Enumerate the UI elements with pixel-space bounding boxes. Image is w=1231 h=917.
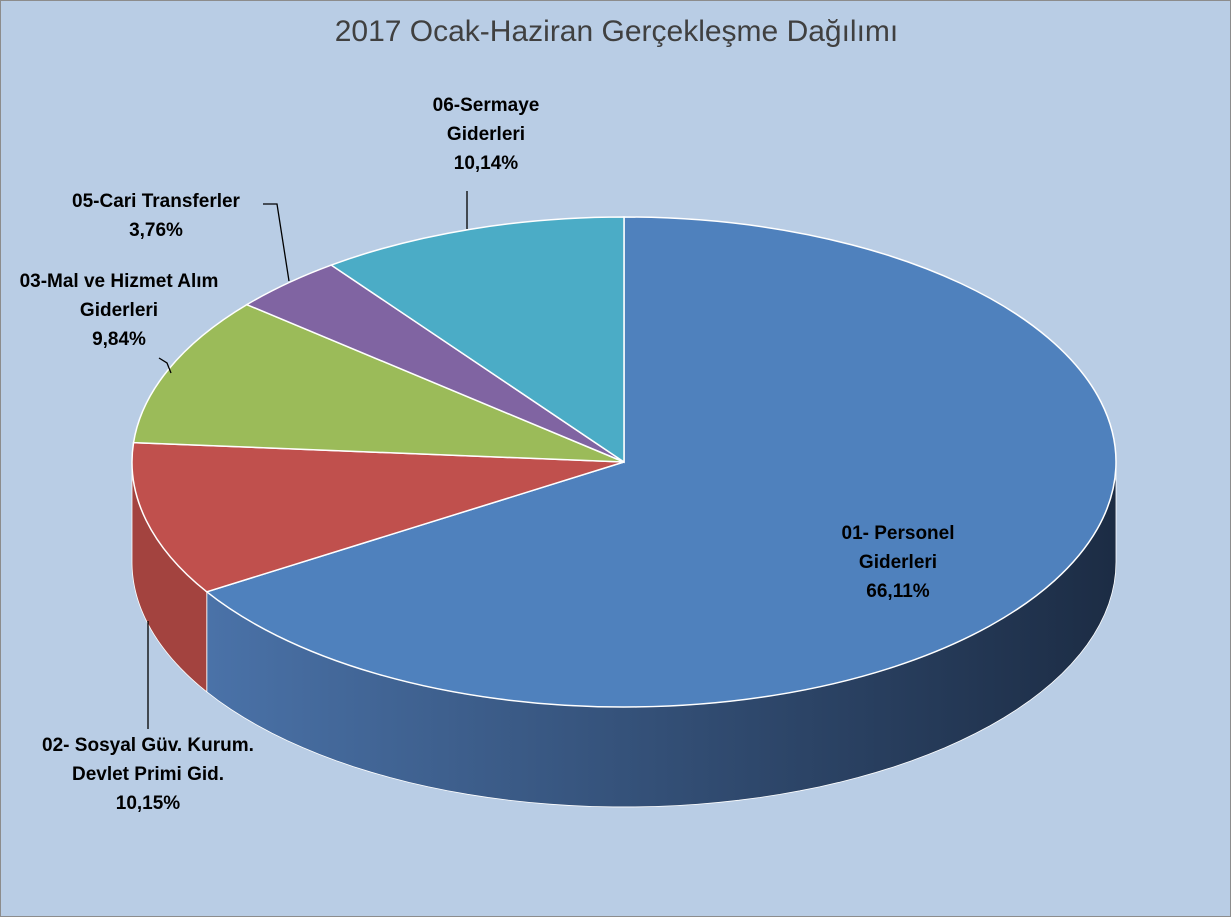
data-label: 06-Sermaye Giderleri 10,14%	[401, 91, 571, 178]
leader-line	[158, 357, 172, 374]
slice	[132, 303, 625, 463]
category-label: 06-Sermaye Giderleri	[432, 95, 540, 145]
category-label: 03-Mal ve Hizmet Alım Giderleri	[19, 271, 219, 321]
value-label: 3,76%	[129, 220, 183, 241]
value-label: 9,84%	[92, 329, 146, 350]
slice	[329, 216, 625, 464]
category-label: 02- Sosyal Güv. Kurum. Devlet Primi Gid.	[42, 735, 254, 785]
data-label: 02- Sosyal Güv. Kurum. Devlet Primi Gid.…	[18, 731, 278, 818]
data-label: 01- Personel Giderleri 66,11%	[818, 519, 978, 606]
category-label: 01- Personel Giderleri	[841, 523, 955, 573]
slice	[205, 216, 1117, 708]
value-label: 10,14%	[453, 153, 519, 174]
data-label: 05-Cari Transferler 3,76%	[41, 187, 271, 245]
value-label: 10,15%	[115, 793, 181, 814]
leader-line	[263, 203, 290, 282]
slice	[131, 441, 625, 593]
category-label: 05-Cari Transferler	[72, 191, 240, 212]
value-label: 66,11%	[866, 581, 930, 602]
data-label: 03-Mal ve Hizmet Alım Giderleri 9,84%	[9, 267, 229, 354]
chart-title: 2017 Ocak-Haziran Gerçekleşme Dağılımı	[334, 15, 899, 48]
